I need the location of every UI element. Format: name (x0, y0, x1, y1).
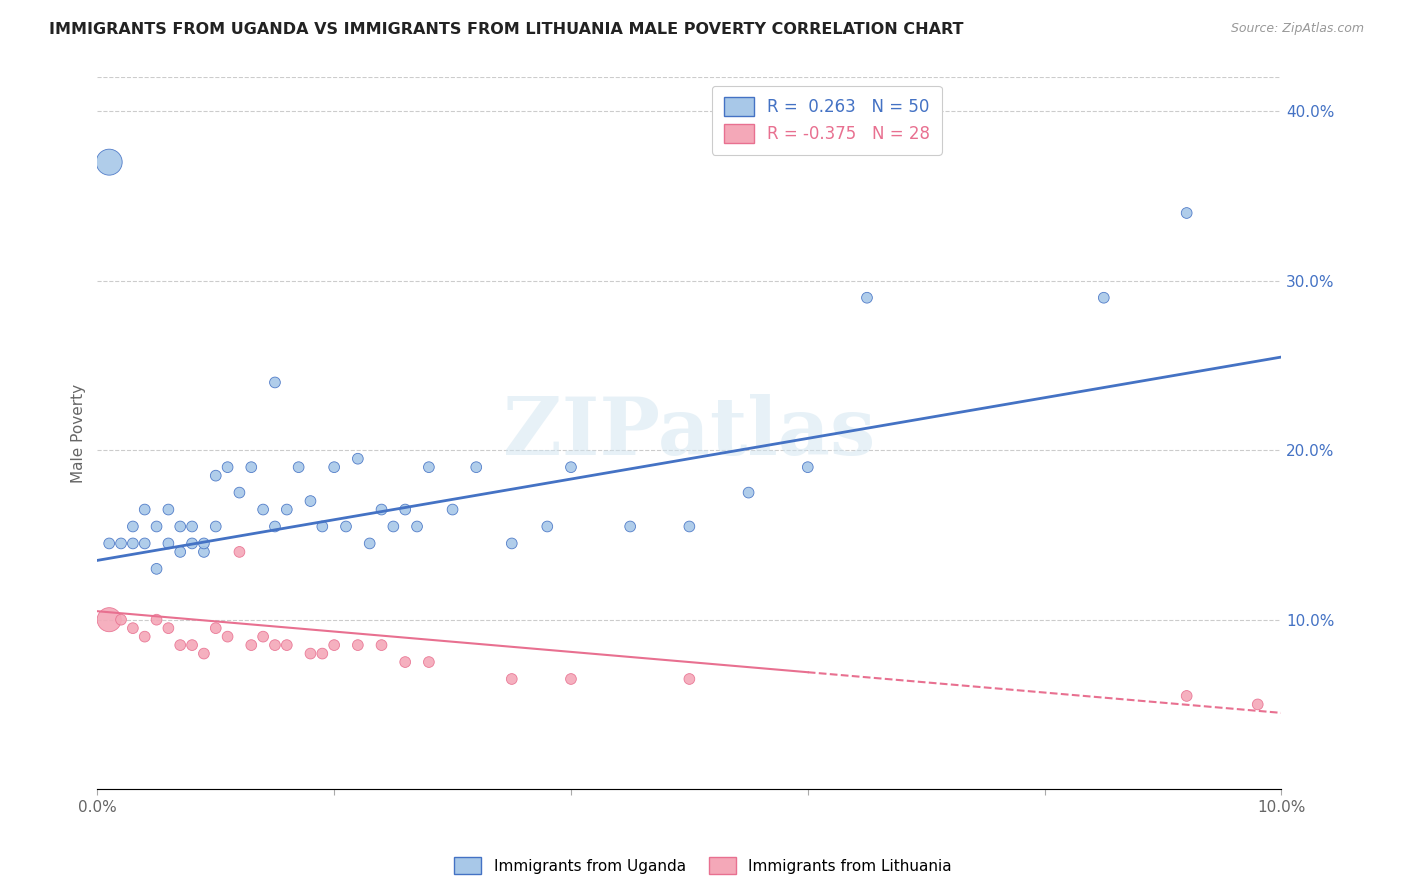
Point (264, 638, 287, 652)
Point (204, 519, 226, 533)
Point (204, 621, 226, 635)
Point (145, 613, 167, 627)
Point (678, 672, 700, 686)
Point (122, 621, 145, 635)
Point (157, 621, 180, 635)
Point (169, 545, 191, 559)
Point (276, 638, 298, 652)
Point (323, 638, 346, 652)
Point (359, 536, 381, 550)
Point (157, 536, 180, 550)
Point (323, 460, 346, 475)
Point (145, 562, 167, 576)
Point (134, 630, 156, 644)
Point (240, 638, 263, 652)
Point (252, 502, 274, 516)
Point (252, 630, 274, 644)
Point (98, 536, 121, 550)
Point (299, 494, 322, 508)
Point (1247, 698, 1270, 712)
Point (299, 647, 322, 661)
Point (240, 460, 263, 475)
Point (193, 647, 215, 661)
Y-axis label: Male Poverty: Male Poverty (72, 384, 86, 483)
Point (264, 519, 287, 533)
Text: IMMIGRANTS FROM UGANDA VS IMMIGRANTS FROM LITHUANIA MALE POVERTY CORRELATION CHA: IMMIGRANTS FROM UGANDA VS IMMIGRANTS FRO… (49, 22, 963, 37)
Point (181, 519, 204, 533)
Point (134, 502, 156, 516)
Point (122, 536, 145, 550)
Point (311, 647, 333, 661)
Point (536, 519, 558, 533)
Point (110, 613, 132, 627)
Point (1175, 206, 1198, 220)
Point (122, 519, 145, 533)
Point (737, 485, 759, 500)
Legend: Immigrants from Uganda, Immigrants from Lithuania: Immigrants from Uganda, Immigrants from … (449, 851, 957, 880)
Point (110, 536, 132, 550)
Point (181, 536, 204, 550)
Point (1092, 291, 1115, 305)
Point (276, 502, 298, 516)
Point (394, 655, 416, 669)
Point (1175, 689, 1198, 703)
Point (797, 460, 820, 475)
Point (418, 460, 440, 475)
Text: ZIPatlas: ZIPatlas (503, 394, 876, 472)
Point (347, 451, 370, 466)
Point (678, 519, 700, 533)
Point (501, 672, 523, 686)
Point (560, 460, 582, 475)
Point (370, 502, 392, 516)
Point (204, 468, 226, 483)
Point (501, 536, 523, 550)
Point (311, 519, 333, 533)
Point (134, 536, 156, 550)
Point (181, 638, 204, 652)
Point (217, 460, 239, 475)
Point (193, 536, 215, 550)
Point (560, 672, 582, 686)
Point (98, 613, 121, 627)
Legend: R =  0.263   N = 50, R = -0.375   N = 28: R = 0.263 N = 50, R = -0.375 N = 28 (711, 86, 942, 155)
Point (228, 545, 250, 559)
Point (228, 485, 250, 500)
Point (169, 519, 191, 533)
Point (98, 155, 121, 169)
Point (335, 519, 357, 533)
Point (347, 638, 370, 652)
Text: Source: ZipAtlas.com: Source: ZipAtlas.com (1230, 22, 1364, 36)
Point (856, 291, 879, 305)
Point (382, 519, 405, 533)
Point (145, 519, 167, 533)
Point (169, 638, 191, 652)
Point (619, 519, 641, 533)
Point (264, 376, 287, 390)
Point (465, 460, 488, 475)
Point (193, 545, 215, 559)
Point (157, 502, 180, 516)
Point (287, 460, 309, 475)
Point (418, 655, 440, 669)
Point (394, 502, 416, 516)
Point (217, 630, 239, 644)
Point (441, 502, 464, 516)
Point (406, 519, 429, 533)
Point (370, 638, 392, 652)
